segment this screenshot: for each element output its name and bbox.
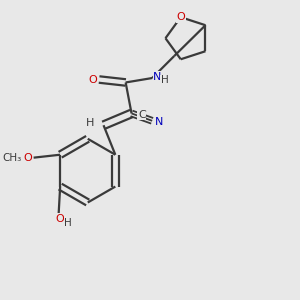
Text: O: O — [88, 74, 97, 85]
Text: CH₃: CH₃ — [2, 153, 22, 163]
Text: O: O — [56, 214, 64, 224]
Text: O: O — [176, 12, 185, 22]
Text: N: N — [154, 117, 163, 127]
Text: O: O — [23, 153, 32, 163]
Text: N: N — [153, 72, 162, 82]
Text: H: H — [161, 75, 169, 85]
Text: H: H — [64, 218, 72, 228]
Text: H: H — [86, 118, 94, 128]
Text: C: C — [138, 110, 146, 120]
